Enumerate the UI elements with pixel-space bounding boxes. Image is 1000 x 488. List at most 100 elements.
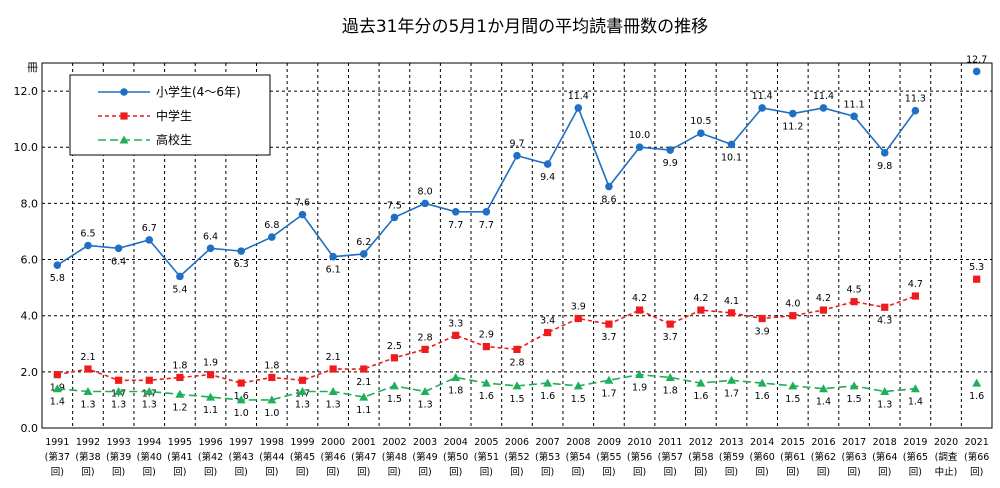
x-tick-sublabel: 回) — [541, 467, 554, 478]
data-label: 11.1 — [844, 99, 865, 110]
x-tick-label: 2008 — [566, 437, 590, 448]
x-tick-sublabel: (第65 — [903, 451, 928, 463]
data-point — [819, 306, 828, 314]
data-label: 9.9 — [663, 158, 678, 169]
data-point — [727, 140, 736, 149]
x-tick-sublabel: (第56 — [627, 451, 652, 463]
data-point — [973, 275, 981, 283]
data-label: 5.3 — [969, 262, 984, 273]
data-point — [880, 149, 889, 157]
data-label: 1.8 — [448, 385, 463, 396]
x-tick-sublabel: (第52 — [504, 451, 529, 463]
x-tick-sublabel: 回) — [81, 467, 94, 478]
x-tick-sublabel: (第54 — [566, 451, 591, 463]
data-label: 1.8 — [172, 360, 187, 371]
data-point — [298, 376, 307, 384]
x-tick-sublabel: 回) — [847, 467, 860, 478]
x-tick-label: 2007 — [536, 437, 560, 448]
data-point — [360, 365, 368, 373]
data-point — [727, 309, 736, 317]
x-tick-sublabel: 回) — [265, 467, 278, 478]
data-label: 10.1 — [721, 152, 742, 163]
x-tick-sublabel: (第50 — [443, 451, 468, 463]
data-point — [115, 376, 123, 384]
x-tick-sublabel: (第37 — [45, 451, 70, 463]
x-tick-label: 1992 — [76, 437, 100, 448]
data-point — [819, 104, 828, 112]
x-tick-sublabel: (第38 — [75, 451, 100, 463]
data-point — [757, 378, 767, 387]
x-tick-sublabel: (第40 — [137, 451, 162, 463]
data-label: 8.6 — [601, 195, 616, 206]
data-point — [789, 312, 797, 320]
data-point — [420, 387, 430, 395]
x-tick-label: 2000 — [321, 437, 345, 448]
data-label: 1.3 — [295, 400, 310, 411]
data-point — [513, 151, 521, 160]
y-tick-label: 12.0 — [14, 85, 39, 98]
data-point — [543, 160, 552, 168]
data-label: 7.7 — [479, 220, 494, 231]
data-label: 7.6 — [295, 198, 310, 209]
data-point — [83, 387, 93, 395]
x-tick-sublabel: (第39 — [106, 451, 131, 463]
x-tick-sublabel: 回) — [235, 467, 248, 478]
x-tick-sublabel: (第60 — [750, 451, 775, 463]
data-label: 4.2 — [693, 293, 708, 304]
x-tick-sublabel: 回) — [112, 467, 125, 478]
data-point — [635, 143, 644, 152]
data-label: 1.5 — [847, 394, 862, 405]
x-tick-sublabel: 回) — [418, 467, 431, 478]
y-tick-label: 10.0 — [14, 141, 39, 154]
x-tick-sublabel: (第61 — [780, 451, 805, 463]
data-label: 1.8 — [264, 360, 279, 371]
data-label: 4.5 — [847, 285, 862, 296]
x-tick-sublabel: 中止) — [935, 466, 958, 478]
data-label: 2.9 — [479, 330, 494, 341]
data-label: 6.8 — [264, 220, 279, 231]
data-point — [727, 375, 737, 384]
data-point — [145, 376, 153, 384]
data-point — [910, 384, 920, 393]
x-tick-label: 2009 — [597, 437, 621, 448]
y-tick-label: 0.0 — [21, 422, 39, 435]
x-tick-sublabel: (第45 — [290, 451, 315, 463]
data-point — [53, 371, 61, 379]
data-label: 11.3 — [905, 94, 926, 105]
data-point — [144, 387, 154, 395]
data-label: 2.5 — [387, 341, 402, 352]
data-label: 1.3 — [877, 400, 892, 411]
x-tick-sublabel: 回) — [357, 467, 370, 478]
data-point — [574, 104, 583, 112]
x-tick-sublabel: (第42 — [198, 451, 223, 463]
x-tick-label: 2006 — [505, 437, 529, 448]
chart-title: 過去31年分の5月1か月間の平均読書冊数の推移 — [342, 17, 708, 37]
data-point — [481, 378, 491, 387]
data-point — [635, 370, 645, 379]
data-label: 5.4 — [172, 284, 187, 295]
data-label: 1.6 — [755, 391, 770, 402]
data-label: 1.6 — [479, 391, 494, 402]
data-label: 11.2 — [782, 122, 803, 133]
x-tick-sublabel: (第41 — [167, 451, 192, 463]
data-point — [758, 314, 766, 323]
x-tick-label: 1994 — [137, 437, 161, 448]
data-point — [605, 182, 613, 191]
x-tick-sublabel: (第66 — [964, 451, 989, 463]
x-tick-label: 1993 — [107, 437, 131, 448]
x-tick-label: 2017 — [842, 437, 866, 448]
data-point — [175, 389, 185, 398]
data-point — [206, 244, 215, 253]
x-tick-sublabel: 回) — [909, 467, 922, 478]
data-point — [665, 372, 675, 381]
data-point — [818, 384, 828, 393]
data-label: 11.4 — [568, 91, 589, 102]
x-tick-sublabel: 回) — [327, 467, 340, 478]
x-tick-label: 2021 — [965, 437, 989, 448]
data-label: 6.4 — [203, 231, 218, 242]
data-point — [758, 104, 766, 112]
data-label: 1.6 — [693, 391, 708, 402]
data-label: 1.7 — [724, 388, 739, 399]
plot-frame — [41, 62, 993, 429]
x-tick-label: 1997 — [229, 437, 253, 448]
